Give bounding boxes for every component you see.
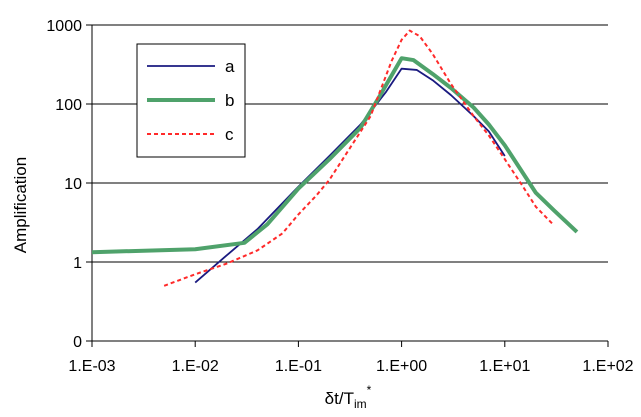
legend: abc: [136, 43, 246, 158]
y-tick-label-100: 100: [55, 97, 82, 114]
x-tick-label-1.E+01: 1.E+01: [479, 358, 530, 375]
y-tick-label-1000: 1000: [46, 18, 82, 35]
legend-label-c: c: [225, 125, 234, 144]
x-tick-label-1.E+02: 1.E+02: [582, 358, 633, 375]
y-tick-label-1: 1: [73, 255, 82, 272]
x-axis-label-sup: *: [367, 383, 372, 397]
y-tick-label-0: 0: [73, 334, 82, 351]
y-axis-label: Amplification: [11, 157, 30, 253]
x-tick-label-1.E-02: 1.E-02: [172, 358, 219, 375]
series-line-c: [163, 29, 555, 287]
x-tick-label-1.E+00: 1.E+00: [376, 358, 427, 375]
x-tick-label-1.E-01: 1.E-01: [275, 358, 322, 375]
axis-labels: Amplification δt/Tim*: [11, 157, 372, 411]
series-lines: [92, 29, 579, 287]
x-tick-label-1.E-03: 1.E-03: [68, 358, 115, 375]
axes: 0 1 10 100 1000 1.E-03 1.E-02 1.E-01 1.E+00 1.E+0…: [46, 18, 633, 375]
legend-label-b: b: [225, 91, 234, 110]
series-line-b: [92, 56, 579, 255]
x-axis-label-sub: im: [354, 397, 367, 411]
y-tick-label-10: 10: [64, 176, 82, 193]
series-line-a: [194, 67, 506, 284]
x-axis-label: δt/Tim*: [325, 383, 372, 411]
legend-label-a: a: [225, 57, 235, 76]
x-axis-label-main: δt/T: [325, 389, 354, 408]
